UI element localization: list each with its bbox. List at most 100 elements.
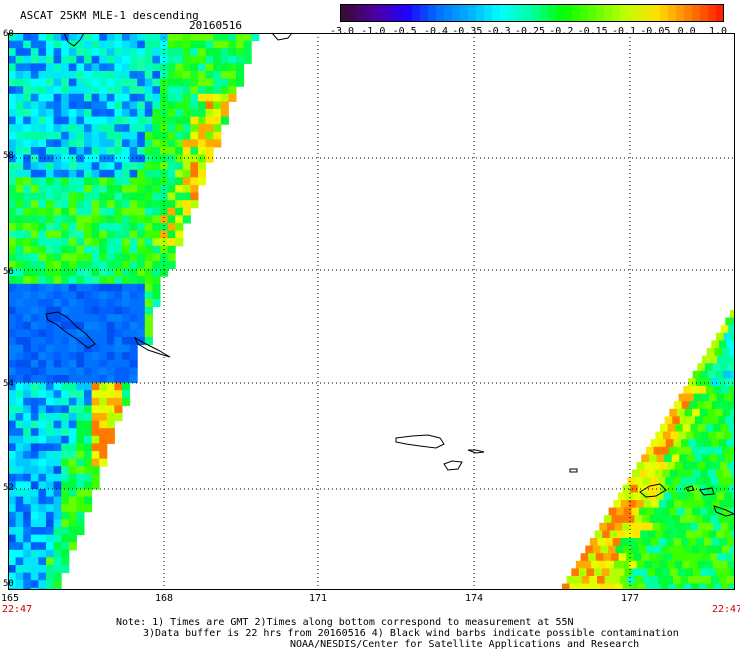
swath-cell bbox=[68, 397, 77, 406]
swath-cell bbox=[15, 428, 24, 437]
swath-cell bbox=[144, 48, 153, 57]
swath-cell bbox=[106, 253, 115, 262]
swath-cell bbox=[61, 519, 70, 528]
swath-cell bbox=[205, 131, 214, 140]
swath-cell bbox=[152, 71, 161, 80]
swath-cell bbox=[68, 428, 77, 437]
swath-cell bbox=[61, 306, 70, 315]
colorbar-swatch bbox=[372, 4, 381, 22]
swath-cell bbox=[23, 40, 32, 49]
swath-cell bbox=[106, 428, 115, 437]
swath-cell bbox=[15, 511, 24, 520]
swath-cell bbox=[581, 576, 590, 585]
swath-cell bbox=[182, 154, 191, 163]
swath-cell bbox=[144, 139, 153, 148]
swath-cell bbox=[152, 78, 161, 87]
swath-cell bbox=[689, 500, 698, 509]
swath-cell bbox=[38, 542, 47, 551]
swath-cell bbox=[706, 545, 715, 554]
swath-cell bbox=[665, 477, 674, 486]
swath-cell bbox=[114, 375, 123, 384]
swath-cell bbox=[713, 484, 722, 493]
swath-cell bbox=[106, 192, 115, 201]
swath-cell bbox=[106, 359, 115, 368]
swath-cell bbox=[160, 131, 169, 140]
swath-cell bbox=[137, 139, 146, 148]
swath-cell bbox=[53, 261, 62, 270]
swath-cell bbox=[8, 473, 17, 482]
swath-cell bbox=[679, 553, 688, 562]
swath-cell bbox=[30, 261, 39, 270]
swath-cell bbox=[228, 86, 237, 95]
swath-cell bbox=[228, 40, 237, 49]
swath-cell bbox=[677, 568, 686, 577]
swath-cell bbox=[84, 207, 93, 216]
swath-cell bbox=[53, 405, 62, 414]
swath-cell bbox=[220, 63, 229, 72]
swath-cell bbox=[38, 124, 47, 133]
swath-cell bbox=[30, 55, 39, 64]
swath-cell bbox=[721, 348, 730, 357]
swath-cell bbox=[68, 413, 77, 422]
swath-cell bbox=[61, 321, 70, 330]
swath-cell bbox=[144, 71, 153, 80]
swath-cell bbox=[724, 355, 733, 364]
swath-cell bbox=[61, 420, 70, 429]
swath-cell bbox=[84, 48, 93, 57]
swath-cell bbox=[114, 162, 123, 171]
swath-cell bbox=[68, 359, 77, 368]
swath-cell bbox=[15, 283, 24, 292]
swath-cell bbox=[682, 560, 691, 569]
swath-cell bbox=[635, 576, 644, 585]
swath-cell bbox=[129, 93, 138, 102]
swath-cell bbox=[38, 352, 47, 361]
swath-cell bbox=[729, 446, 738, 455]
swath-cell bbox=[182, 116, 191, 125]
swath-cell bbox=[106, 169, 115, 178]
colorbar-tick-label: -0.1 bbox=[611, 26, 637, 37]
lat-label-54: 54 bbox=[3, 379, 14, 389]
swath-cell bbox=[205, 109, 214, 118]
swath-cell bbox=[175, 200, 184, 209]
swath-cell bbox=[46, 223, 55, 232]
swath-cell bbox=[644, 560, 653, 569]
swath-cell bbox=[114, 268, 123, 277]
swath-cell bbox=[167, 154, 176, 163]
swath-cell bbox=[61, 489, 70, 498]
swath-cell bbox=[719, 500, 728, 509]
swath-cell bbox=[198, 55, 207, 64]
swath-cell bbox=[697, 462, 706, 471]
swath-cell bbox=[129, 78, 138, 87]
swath-cell bbox=[715, 469, 724, 478]
swath-cell bbox=[236, 63, 245, 72]
swath-cell bbox=[175, 207, 184, 216]
swath-cell bbox=[23, 580, 32, 589]
swath-cell bbox=[631, 507, 640, 516]
swath-cell bbox=[653, 583, 662, 592]
swath-cell bbox=[91, 192, 100, 201]
swath-cell bbox=[190, 139, 199, 148]
swath-cell bbox=[152, 116, 161, 125]
island-semichi bbox=[467, 449, 485, 454]
swath-cell bbox=[702, 454, 711, 463]
swath-cell bbox=[30, 147, 39, 156]
swath-cell bbox=[15, 200, 24, 209]
swath-cell bbox=[699, 545, 708, 554]
swath-cell bbox=[182, 71, 191, 80]
swath-cell bbox=[84, 352, 93, 361]
swath-cell bbox=[15, 534, 24, 543]
swath-cell bbox=[661, 446, 670, 455]
swath-cell bbox=[137, 33, 146, 42]
swath-cell bbox=[144, 147, 153, 156]
swath-cell bbox=[15, 572, 24, 581]
swath-cell bbox=[129, 154, 138, 163]
swath-cell bbox=[68, 55, 77, 64]
swath-cell bbox=[722, 545, 731, 554]
swath-cell bbox=[38, 519, 47, 528]
swath-cell bbox=[114, 116, 123, 125]
swath-cell bbox=[152, 261, 161, 270]
swath-cell bbox=[167, 207, 176, 216]
swath-cell bbox=[61, 405, 70, 414]
swath-cell bbox=[651, 560, 660, 569]
swath-cell bbox=[220, 116, 229, 125]
